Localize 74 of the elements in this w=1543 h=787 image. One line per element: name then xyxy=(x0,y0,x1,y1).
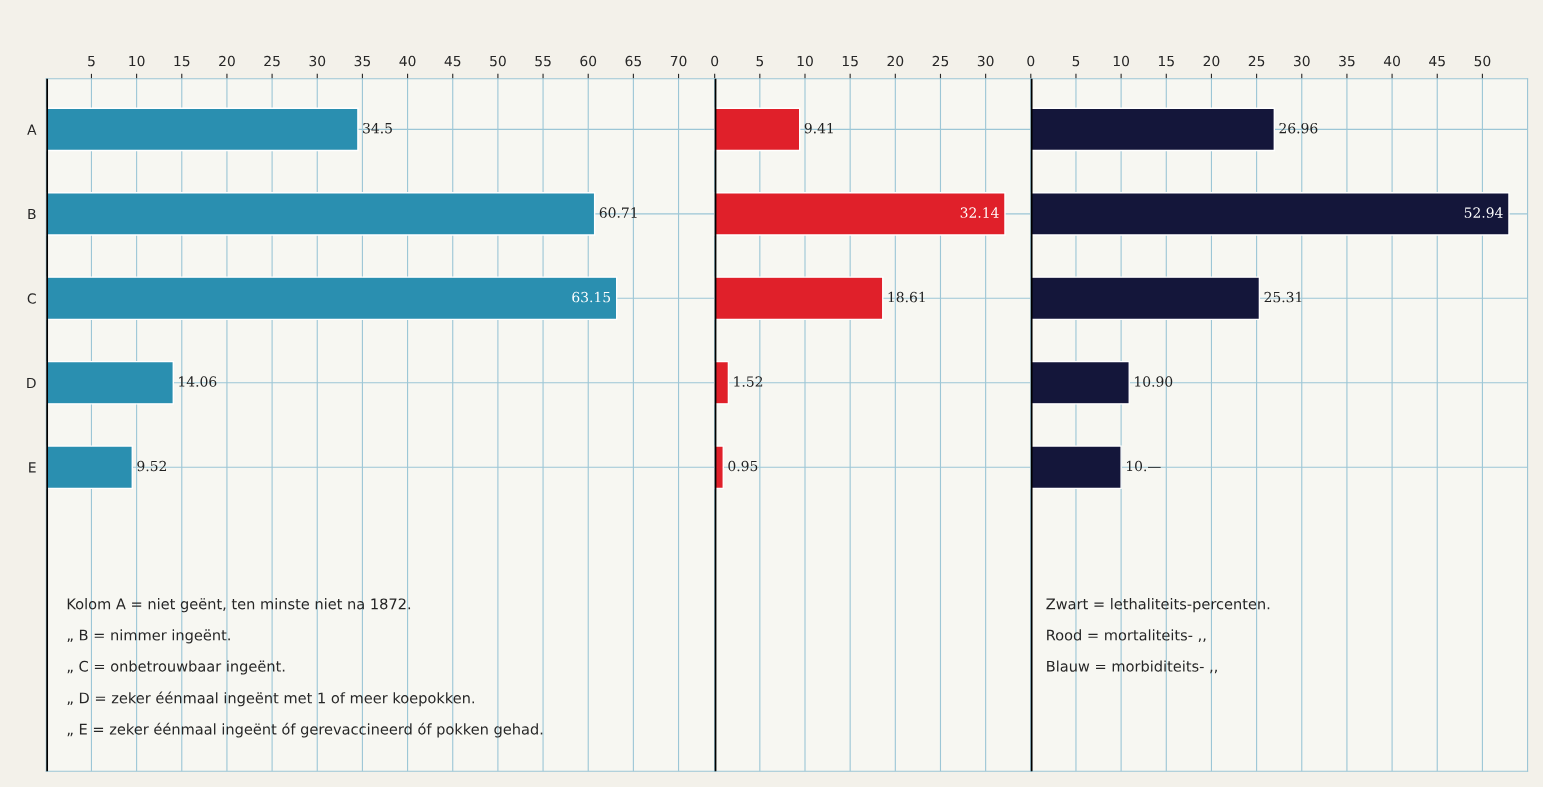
bar xyxy=(46,445,133,490)
bar xyxy=(1030,360,1130,405)
data-label: 1.52 xyxy=(734,376,763,387)
x-tick-label: 65 xyxy=(625,55,642,67)
data-label: 9.52 xyxy=(137,460,167,472)
data-label: 0.95 xyxy=(728,460,758,472)
y-tick-label: A xyxy=(27,124,37,135)
data-label: 18.61 xyxy=(888,291,925,303)
x-tick-label: 15 xyxy=(842,55,858,67)
text: Kolom A = niet geënt, ten minste niet na 1872. xyxy=(67,598,411,613)
x-tick-label: 10 xyxy=(129,55,145,67)
bar xyxy=(714,107,801,152)
x-tick-label: 25 xyxy=(932,55,949,67)
bar xyxy=(46,192,596,236)
text: „ D = zeker éénmaal ingeënt met 1 of meer koepokken. xyxy=(67,691,474,707)
text: Rood = mortaliteits- ,, xyxy=(1047,629,1206,643)
x-tick-label: 20 xyxy=(219,55,235,67)
x-tick-label: 30 xyxy=(1293,55,1310,67)
y-tick-label: C xyxy=(27,293,36,304)
x-tick-label: 0 xyxy=(1027,55,1035,67)
x-tick-label: 25 xyxy=(264,55,280,67)
text: „ C = onbetrouwbaar ingeënt. xyxy=(67,660,285,675)
x-tick-label: 20 xyxy=(887,55,904,67)
x-tick-label: 35 xyxy=(1339,55,1355,67)
data-label: 9.41 xyxy=(804,122,833,134)
data-label: 63.15 xyxy=(572,291,611,303)
y-tick-label: B xyxy=(28,208,36,220)
x-tick-label: 60 xyxy=(580,55,597,67)
x-tick-label: 15 xyxy=(1158,55,1174,67)
data-label: 32.14 xyxy=(960,207,999,218)
x-tick-label: 70 xyxy=(670,55,687,67)
x-tick-label: 30 xyxy=(977,55,994,67)
text: Zwart = lethaliteits-percenten. xyxy=(1046,598,1270,613)
x-tick-label: 5 xyxy=(1072,55,1080,67)
x-tick-label: 55 xyxy=(535,55,551,67)
data-label: 10.— xyxy=(1126,460,1161,472)
x-tick-label: 30 xyxy=(309,55,326,67)
y-tick-label: E xyxy=(29,462,36,473)
bar xyxy=(1030,276,1261,321)
data-label: 10.90 xyxy=(1135,376,1173,387)
x-tick-label: 50 xyxy=(1474,55,1491,67)
bar xyxy=(714,276,884,321)
data-label: 14.06 xyxy=(179,376,217,387)
data-label: 26.96 xyxy=(1279,122,1318,134)
x-tick-label: 10 xyxy=(1113,55,1130,67)
x-tick-label: 25 xyxy=(1248,55,1265,67)
bar xyxy=(46,276,618,321)
x-tick-label: 15 xyxy=(174,55,190,67)
bar xyxy=(1030,445,1122,490)
x-tick-label: 45 xyxy=(444,55,461,67)
x-tick-label: 45 xyxy=(1429,55,1445,67)
x-tick-label: 35 xyxy=(354,55,371,67)
data-label: 25.31 xyxy=(1264,291,1302,303)
x-tick-label: 40 xyxy=(399,55,416,67)
x-tick-label: 40 xyxy=(1383,55,1400,67)
text: „ B = nimmer ingeënt. xyxy=(67,629,230,644)
text: Blauw = morbiditeits- ,, xyxy=(1047,660,1217,674)
text: „ E = zeker éénmaal ingeënt óf gerevaccineerd óf pokken gehad. xyxy=(67,722,543,738)
x-tick-label: 10 xyxy=(797,55,813,67)
bar xyxy=(714,192,1006,236)
x-tick-label: 0 xyxy=(711,55,719,67)
bar xyxy=(46,360,174,405)
x-tick-label: 5 xyxy=(756,55,764,67)
bar xyxy=(1030,107,1276,152)
data-label: 60.71 xyxy=(599,207,637,218)
bar xyxy=(1030,192,1510,236)
x-tick-label: 5 xyxy=(88,55,95,67)
x-tick-label: 20 xyxy=(1203,55,1220,67)
bar xyxy=(714,360,730,405)
data-label: 34.5 xyxy=(363,122,392,134)
data-label: 52.94 xyxy=(1464,207,1503,218)
x-tick-label: 50 xyxy=(490,55,506,67)
y-tick-label: D xyxy=(27,377,36,389)
bar xyxy=(46,107,359,152)
